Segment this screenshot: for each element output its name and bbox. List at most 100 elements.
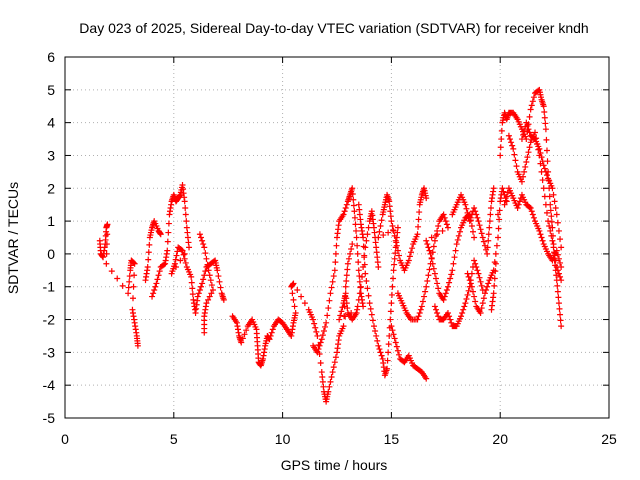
data-point bbox=[466, 218, 473, 225]
data-point bbox=[104, 231, 111, 238]
data-point bbox=[194, 293, 201, 300]
data-point bbox=[177, 257, 184, 264]
data-point bbox=[201, 329, 208, 336]
data-point bbox=[557, 236, 564, 243]
data-point bbox=[449, 267, 456, 274]
data-point bbox=[394, 224, 401, 231]
data-point bbox=[550, 244, 557, 251]
data-point bbox=[203, 255, 210, 262]
data-point bbox=[525, 149, 532, 156]
data-point bbox=[407, 249, 414, 256]
data-point bbox=[188, 279, 195, 286]
data-point bbox=[529, 211, 536, 218]
data-point bbox=[327, 378, 334, 385]
y-axis: -5 -4 -3 -2 -1 0 1 2 3 4 5 6 bbox=[43, 49, 609, 426]
data-point bbox=[365, 224, 372, 231]
data-point bbox=[375, 264, 382, 271]
data-point bbox=[363, 237, 370, 244]
data-point bbox=[492, 268, 499, 275]
chart-title: Day 023 of 2025, Sidereal Day-to-day VTE… bbox=[79, 20, 588, 36]
data-point bbox=[340, 211, 347, 218]
data-point bbox=[361, 261, 368, 268]
data-point bbox=[319, 332, 326, 339]
data-point bbox=[434, 231, 441, 238]
data-point bbox=[414, 316, 421, 323]
data-point bbox=[541, 108, 548, 115]
data-point bbox=[526, 144, 533, 151]
data-point bbox=[477, 309, 484, 316]
data-point bbox=[543, 172, 550, 179]
data-point bbox=[267, 332, 274, 339]
data-point bbox=[164, 247, 171, 254]
data-point bbox=[477, 278, 484, 285]
data-point bbox=[326, 383, 333, 390]
data-point bbox=[510, 145, 517, 152]
data-point bbox=[198, 234, 204, 241]
data-point bbox=[205, 296, 212, 303]
data-point bbox=[478, 282, 485, 289]
data-point bbox=[315, 346, 322, 353]
data-point bbox=[528, 208, 535, 215]
data-point bbox=[542, 201, 549, 208]
data-point bbox=[394, 347, 401, 354]
data-point bbox=[356, 278, 363, 285]
data-point bbox=[325, 388, 332, 395]
data-point bbox=[439, 227, 446, 234]
data-point bbox=[495, 211, 502, 218]
data-points bbox=[96, 86, 565, 405]
data-point bbox=[362, 270, 369, 277]
data-point bbox=[353, 227, 360, 234]
data-point bbox=[526, 204, 533, 211]
data-point bbox=[220, 296, 227, 303]
data-point bbox=[433, 275, 440, 282]
data-point bbox=[525, 126, 532, 133]
data-point bbox=[555, 255, 562, 262]
data-point bbox=[473, 211, 480, 218]
data-point bbox=[487, 211, 494, 218]
data-point bbox=[441, 214, 448, 221]
data-point bbox=[431, 237, 438, 244]
data-point bbox=[425, 244, 432, 251]
data-point bbox=[543, 147, 550, 154]
data-point bbox=[360, 234, 367, 241]
data-point bbox=[551, 198, 558, 205]
data-point bbox=[164, 238, 171, 245]
data-point bbox=[481, 290, 488, 297]
data-point bbox=[460, 306, 467, 313]
data-point bbox=[417, 306, 424, 313]
data-point bbox=[543, 209, 550, 216]
data-point bbox=[518, 178, 525, 185]
data-point bbox=[509, 142, 516, 149]
data-point bbox=[355, 267, 362, 274]
data-point bbox=[372, 328, 379, 335]
data-point bbox=[555, 270, 562, 277]
data-point bbox=[447, 275, 454, 282]
data-point bbox=[189, 285, 196, 292]
data-point bbox=[207, 277, 214, 284]
data-point bbox=[130, 295, 136, 302]
data-point bbox=[204, 261, 211, 268]
data-point bbox=[557, 317, 564, 324]
data-point bbox=[443, 287, 450, 294]
data-point bbox=[555, 227, 562, 234]
data-point bbox=[543, 136, 550, 143]
data-point bbox=[325, 305, 332, 312]
data-point bbox=[328, 284, 335, 291]
data-point bbox=[520, 173, 527, 180]
data-point bbox=[415, 216, 422, 223]
data-point bbox=[178, 246, 185, 253]
data-point bbox=[378, 217, 385, 224]
data-point bbox=[320, 328, 327, 335]
data-point bbox=[126, 278, 133, 285]
data-point bbox=[350, 196, 357, 203]
data-point bbox=[387, 316, 394, 323]
data-point bbox=[152, 283, 159, 290]
data-point bbox=[454, 236, 461, 243]
data-point bbox=[323, 319, 330, 326]
data-point bbox=[355, 296, 362, 303]
data-point bbox=[553, 211, 560, 218]
data-point bbox=[527, 106, 534, 113]
y-tick-label: -3 bbox=[43, 344, 56, 360]
data-point bbox=[356, 290, 363, 297]
data-point bbox=[130, 283, 137, 290]
